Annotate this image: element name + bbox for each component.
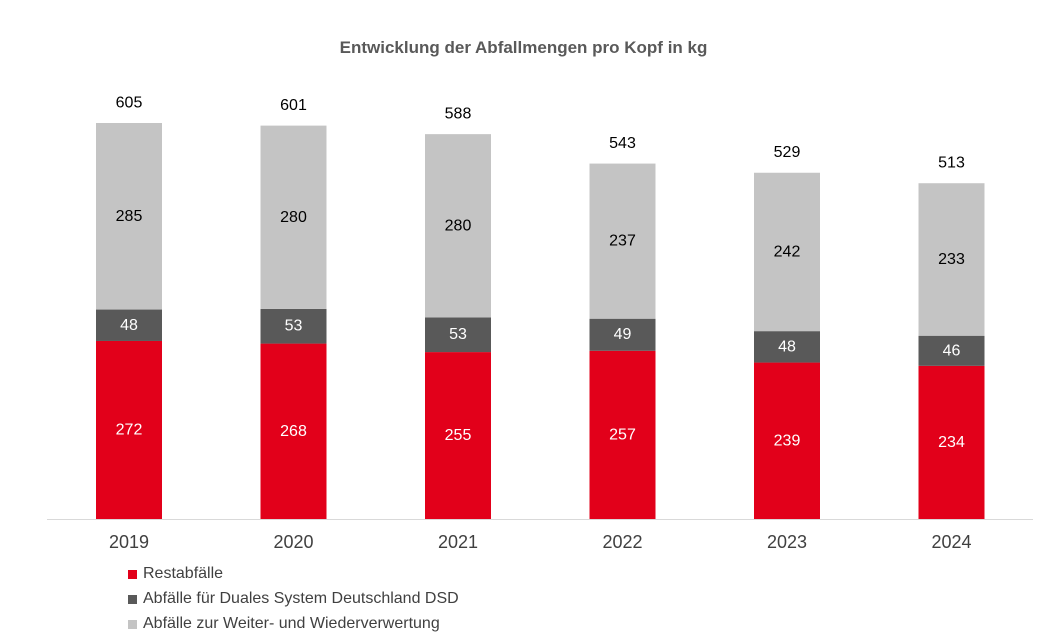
legend-item-restabfaelle: Restabfälle: [128, 565, 223, 583]
total-label-2023: 529: [774, 144, 801, 161]
bar-2021-series-0: [425, 352, 491, 519]
bar-label-2024-series-2: 233: [938, 251, 965, 268]
bar-label-2020-series-0: 268: [280, 423, 307, 440]
bar-2024-series-1: [918, 335, 985, 366]
x-tick-label-2024: 2024: [931, 532, 971, 552]
bar-label-2024-series-1: 46: [943, 342, 961, 359]
x-tick-label-2021: 2021: [438, 532, 478, 552]
bar-2019-series-0: [96, 340, 162, 519]
total-label-2021: 588: [445, 106, 472, 123]
legend-swatch: [128, 569, 137, 579]
bar-label-2019-series-1: 48: [120, 317, 138, 334]
bar-label-2023-series-0: 239: [774, 432, 801, 449]
bar-label-2020-series-1: 53: [285, 318, 303, 335]
x-tick-label-2023: 2023: [767, 532, 807, 552]
bar-label-2019-series-0: 272: [116, 421, 143, 438]
legend-label: Restabfälle: [143, 565, 224, 582]
bar-label-2023-series-1: 48: [778, 338, 796, 355]
bar-2024-series-2: [918, 183, 985, 336]
bar-2023-series-2: [754, 172, 820, 332]
bar-label-2022-series-2: 237: [609, 233, 636, 250]
bar-2020-series-0: [260, 343, 327, 519]
bar-2023-series-0: [754, 362, 820, 519]
total-label-2024: 513: [938, 155, 965, 172]
bar-2020-series-1: [260, 308, 327, 344]
x-tick-label-2022: 2022: [602, 532, 642, 552]
bar-2021-series-1: [425, 317, 491, 353]
chart-title: Entwicklung der Abfallmengen pro Kopf in…: [339, 38, 708, 57]
bar-label-2020-series-2: 280: [280, 209, 307, 226]
bar-label-2021-series-1: 53: [449, 326, 467, 343]
legend-item-wiederverwertung: Abfälle zur Weiter- und Wiederverwertung: [128, 615, 440, 633]
total-label-2020: 601: [280, 97, 307, 114]
bar-2022-series-2: [589, 163, 656, 319]
bar-2019-series-1: [96, 309, 162, 341]
bar-2021-series-2: [425, 134, 491, 318]
bar-label-2023-series-2: 242: [774, 243, 801, 260]
legend-swatch: [128, 594, 137, 604]
bar-label-2021-series-0: 255: [445, 427, 472, 444]
x-tick-label-2019: 2019: [109, 532, 149, 552]
bar-label-2022-series-1: 49: [614, 326, 632, 343]
legend-label: Abfälle zur Weiter- und Wiederverwertung: [143, 615, 440, 632]
legend-item-dsd: Abfälle für Duales System Deutschland DS…: [128, 590, 459, 608]
bar-2022-series-0: [589, 350, 656, 519]
bar-label-2022-series-0: 257: [609, 426, 636, 443]
total-label-2019: 605: [116, 95, 143, 112]
bar-2024-series-0: [918, 365, 985, 519]
x-tick-label-2020: 2020: [273, 532, 313, 552]
legend-label: Abfälle für Duales System Deutschland DS…: [143, 590, 459, 607]
bar-2023-series-1: [754, 331, 820, 363]
legend-swatch: [128, 619, 137, 629]
bar-2022-series-1: [589, 318, 656, 351]
bar-label-2021-series-2: 280: [445, 217, 472, 234]
bar-2019-series-2: [96, 123, 162, 310]
bar-label-2019-series-2: 285: [116, 208, 143, 225]
bar-2020-series-2: [260, 125, 327, 309]
bar-label-2024-series-0: 234: [938, 434, 965, 451]
total-label-2022: 543: [609, 135, 636, 152]
